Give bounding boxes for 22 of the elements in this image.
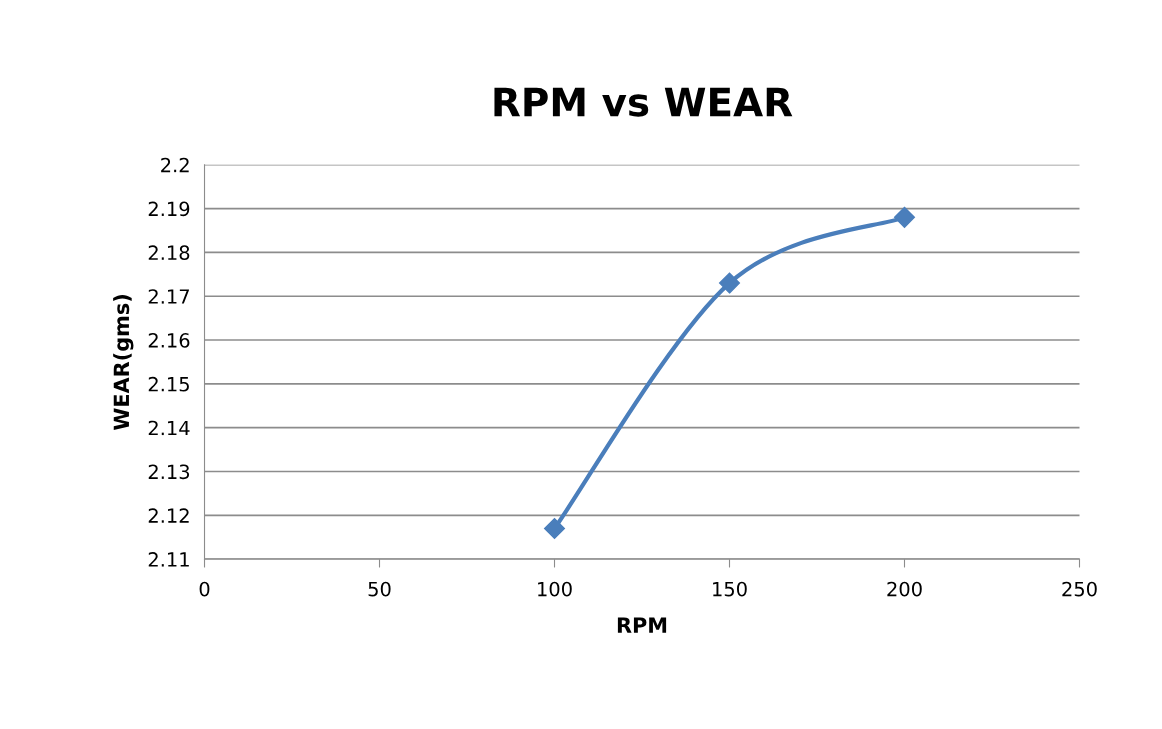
y-tick-label: 2.11 [148,552,189,567]
y-tick-label: 2.2 [161,157,189,173]
y-tick-label: 2.19 [148,201,190,217]
y-tick-label: 2.15 [148,376,189,392]
y-tick-label: 2.16 [148,332,190,348]
y-tick-label: 2.13 [148,464,190,480]
x-tick-label: 200 [887,581,922,597]
point [718,272,741,294]
x-axis-title: RPM [617,617,667,633]
x-tick-label: 150 [713,581,747,597]
chart-title: RPM vs WEAR [494,87,793,117]
y-tick-label: 2.14 [148,420,190,436]
y-tick-label: 2.18 [148,245,190,261]
point [543,517,566,539]
point [893,206,916,228]
x-tick-label: 250 [1062,581,1097,597]
x-tick-label: 50 [368,581,391,597]
y-axis-title: WEAR(gms) [113,295,134,431]
y-tick-label: 2.17 [148,289,189,304]
x-tick-label: 0 [199,581,210,597]
y-tick-label: 2.12 [148,508,189,523]
x-tick-label: 100 [538,581,572,597]
